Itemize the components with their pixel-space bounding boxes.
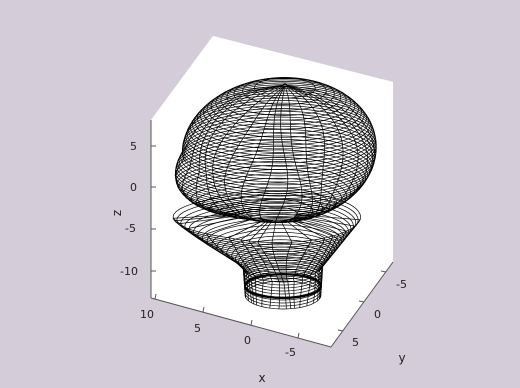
contour-line (206, 84, 359, 134)
meridian-line (257, 85, 285, 309)
x-tick-label: 10 (140, 308, 154, 321)
x-tick-labels: 10 5 0 -5 (140, 308, 296, 359)
neck-rim (244, 273, 322, 299)
contour-line (172, 191, 361, 243)
x-tick-label: -5 (285, 346, 296, 359)
meridian-line (204, 85, 284, 305)
meridian-line (286, 85, 326, 308)
x-tick (154, 293, 157, 300)
contour-line (178, 160, 359, 214)
meridian-line (173, 84, 284, 298)
meridian-line (271, 85, 289, 309)
y-tick (380, 270, 387, 273)
x-axis-line (150, 297, 332, 348)
contour-line (220, 79, 347, 121)
contour-line (177, 132, 375, 194)
meridian-line (286, 85, 344, 306)
y-tick (337, 329, 344, 332)
x-tick (250, 319, 253, 326)
y-axis-label: y (398, 351, 405, 365)
y-tick-label: 5 (352, 336, 359, 349)
contour-line (180, 198, 357, 248)
contour-line (235, 243, 328, 275)
meridian-line (224, 85, 285, 307)
y-tick-labels: -5 0 5 (352, 278, 407, 349)
contour-line (231, 239, 330, 273)
contour-line (180, 125, 376, 189)
meridian-line (286, 85, 373, 300)
x-tick-label: 5 (194, 322, 201, 335)
y-axis-line (330, 261, 394, 348)
x-tick-label: 0 (244, 334, 251, 347)
meridian-line (279, 85, 303, 309)
y-tick-label: -5 (396, 278, 407, 291)
contour-line (174, 145, 369, 205)
z-axis-label: z (110, 210, 124, 216)
z-tick-label: -5 (125, 222, 136, 235)
tick-marks (151, 145, 387, 339)
y-tick (358, 300, 365, 303)
contour-line (193, 209, 350, 255)
z-tick-label: 5 (130, 140, 137, 153)
x-tick (202, 306, 205, 313)
meridian-line (286, 85, 359, 304)
z-tick-label: 0 (130, 181, 137, 194)
x-axis-label: x (258, 371, 265, 385)
contour-line (175, 149, 366, 207)
x-tick (297, 332, 300, 339)
contour-line (226, 235, 333, 271)
head-wireframe-surface (172, 77, 377, 310)
z-tick-labels: 5 0 -5 -10 (120, 140, 138, 278)
contour-line (188, 205, 352, 253)
y-tick-label: 0 (374, 308, 381, 321)
z-tick-label: -10 (120, 265, 138, 278)
contour-line (202, 217, 345, 259)
meridian-line (212, 85, 284, 306)
meridian-line (286, 85, 369, 301)
meridian-line (172, 84, 284, 295)
contour-line (184, 202, 354, 250)
